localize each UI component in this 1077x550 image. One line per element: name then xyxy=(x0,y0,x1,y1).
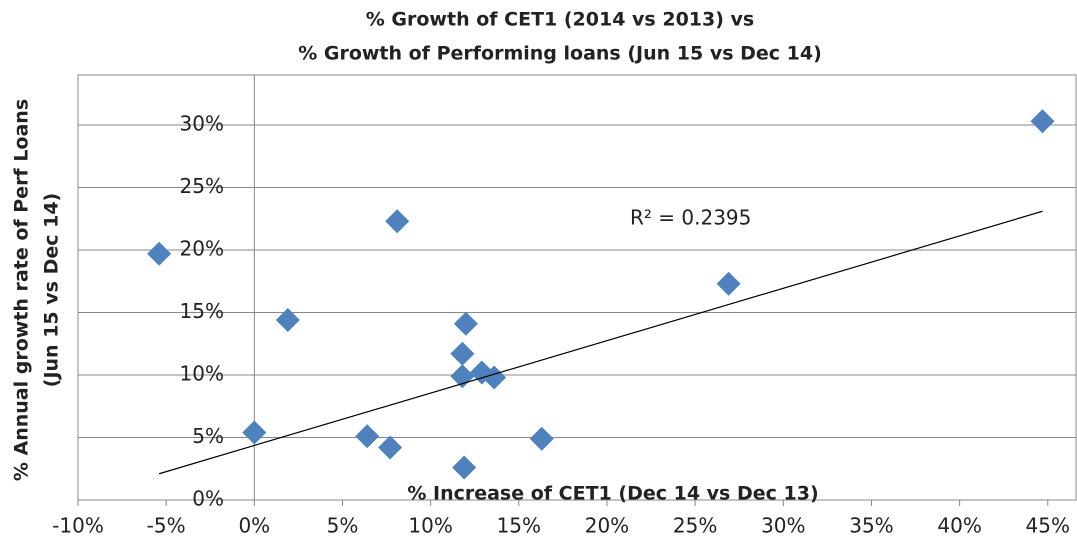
x-tick-label: 20% xyxy=(585,514,629,538)
data-point xyxy=(385,209,410,234)
y-tick-label: 10% xyxy=(180,362,224,386)
x-tick-label: 25% xyxy=(673,514,717,538)
data-point xyxy=(529,426,554,451)
y-axis-title-line: (Jun 15 vs Dec 14) xyxy=(41,193,63,387)
r-squared-label: R² = 0.2395 xyxy=(630,206,751,230)
trendline xyxy=(158,210,1043,475)
chart-title: % Growth of CET1 (2014 vs 2013) vs xyxy=(366,9,754,31)
y-axis-title: % Annual growth rate of Perf Loans (Jun … xyxy=(11,99,63,481)
data-point xyxy=(1030,109,1055,134)
y-axis-title-line: % Annual growth rate of Perf Loans xyxy=(11,99,33,481)
data-point xyxy=(450,364,475,389)
data-point xyxy=(716,271,741,296)
x-tick-label: 5% xyxy=(327,514,359,538)
chart-title: % Growth of Performing loans (Jun 15 vs … xyxy=(298,43,822,65)
x-tick-label: 40% xyxy=(937,514,981,538)
x-axis-title: % Increase of CET1 (Dec 14 vs Dec 13) xyxy=(407,483,818,505)
data-point xyxy=(355,424,380,449)
y-tick-label: 5% xyxy=(192,424,224,448)
x-tick-label: 10% xyxy=(408,514,452,538)
x-tick-label: 0% xyxy=(238,514,270,538)
data-point xyxy=(275,308,300,332)
x-tick-label: 30% xyxy=(761,514,805,538)
y-tick-label: 15% xyxy=(180,299,224,323)
data-point xyxy=(453,311,478,336)
y-tick-label: 20% xyxy=(180,237,224,261)
x-tick-label: 15% xyxy=(497,514,541,538)
data-point xyxy=(147,241,172,266)
data-point xyxy=(482,365,507,390)
x-tick-label: 35% xyxy=(849,514,893,538)
x-tick-label: -5% xyxy=(147,514,186,538)
y-tick-label: 0% xyxy=(192,487,224,511)
x-tick-label: 45% xyxy=(1026,514,1070,538)
data-point xyxy=(242,420,267,445)
data-point xyxy=(452,455,477,480)
plot-area xyxy=(77,74,1077,501)
y-tick-label: 25% xyxy=(180,174,224,198)
x-tick-label: -10% xyxy=(52,514,104,538)
data-point xyxy=(378,435,403,460)
data-point xyxy=(450,341,475,366)
y-tick-label: 30% xyxy=(180,112,224,136)
